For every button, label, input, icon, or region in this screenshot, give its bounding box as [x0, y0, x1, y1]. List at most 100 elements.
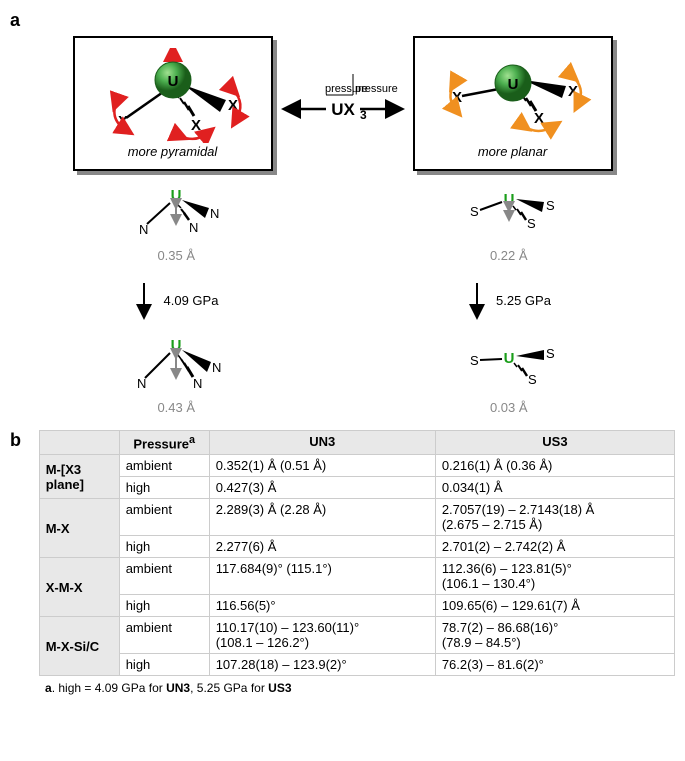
right-caption: more planar [478, 144, 547, 159]
left-diagram-box: X X X U more pyramidal [73, 36, 273, 171]
small-molecule-row-1: U N N N 0.35 Å [10, 186, 675, 263]
table-row: high107.28(18) – 123.9(2)°76.2(3) – 81.6… [39, 654, 674, 676]
cell-pressure: ambient [119, 558, 209, 595]
row-group-label: X-M-X [39, 558, 119, 617]
svg-text:S: S [527, 216, 536, 231]
svg-text:U: U [167, 73, 178, 90]
table-row: X-M-Xambient117.684(9)° (115.1°)112.36(6… [39, 558, 674, 595]
table-row: high116.56(5)°109.65(6) – 129.61(7) Å [39, 595, 674, 617]
cell-un3: 0.427(3) Å [209, 477, 435, 499]
down-arrow-right [467, 278, 487, 323]
row-group-label: M-[X3 plane] [39, 455, 119, 499]
left-molecule-3d: X X X U [88, 48, 258, 143]
left-arrow-block: 4.09 GPa [76, 278, 276, 323]
footnote-bold1: UN3 [166, 681, 190, 695]
footnote-text1: . high = 4.09 GPa for [52, 681, 166, 695]
svg-text:3: 3 [360, 108, 367, 122]
right-molecule-3d: X X X U [428, 48, 598, 143]
cell-us3: 112.36(6) – 123.81(5)° (106.1 – 130.4°) [435, 558, 674, 595]
down-arrow-left [134, 278, 154, 323]
cell-us3: 78.7(2) – 86.68(16)° (78.9 – 84.5°) [435, 617, 674, 654]
table-row: M-Xambient2.289(3) Å (2.28 Å)2.7057(19) … [39, 499, 674, 536]
un3-top-svg: U N N N [111, 186, 241, 241]
left-pressure-value: 4.09 GPa [164, 293, 219, 308]
table-row: high2.277(6) Å2.701(2) – 2.742(2) Å [39, 536, 674, 558]
svg-text:X: X [191, 117, 201, 134]
svg-text:U: U [507, 76, 518, 93]
panel-a: a [10, 10, 675, 415]
us3-bottom-distance: 0.03 Å [409, 400, 609, 415]
un3-bottom-svg: U N N N [111, 338, 241, 393]
right-small-bottom: U S S S 0.03 Å [409, 338, 609, 415]
right-arrow-block: 5.25 GPa [409, 278, 609, 323]
col-header-pressure: Pressurea [119, 431, 209, 455]
cell-pressure: high [119, 595, 209, 617]
cell-pressure: ambient [119, 455, 209, 477]
footnote-bold2: US3 [268, 681, 291, 695]
svg-text:N: N [139, 222, 148, 237]
cell-un3: 2.277(6) Å [209, 536, 435, 558]
svg-text:S: S [470, 353, 479, 368]
svg-text:S: S [546, 198, 555, 213]
svg-text:U: U [171, 187, 182, 204]
cell-us3: 76.2(3) – 81.6(2)° [435, 654, 674, 676]
right-diagram-box: X X X U more planar [413, 36, 613, 171]
svg-text:X: X [534, 110, 544, 127]
pressure-label-right: pressure [355, 83, 398, 95]
table-row: M-X-Si/Cambient110.17(10) – 123.60(11)° … [39, 617, 674, 654]
diagram-row-boxes: X X X U more pyramidal pressure pressure… [10, 36, 675, 171]
cell-un3: 117.684(9)° (115.1°) [209, 558, 435, 595]
svg-text:U: U [171, 338, 182, 354]
col-header-us3: US3 [435, 431, 674, 455]
row-group-label: M-X [39, 499, 119, 558]
svg-text:N: N [189, 220, 198, 235]
svg-text:N: N [137, 376, 146, 391]
cell-un3: 107.28(18) – 123.9(2)° [209, 654, 435, 676]
svg-text:S: S [528, 372, 537, 387]
svg-text:N: N [210, 206, 219, 221]
us3-top-distance: 0.22 Å [409, 248, 609, 263]
table-row: high0.427(3) Å0.034(1) Å [39, 477, 674, 499]
svg-text:U: U [503, 350, 514, 367]
data-table: Pressurea UN3 US3 M-[X3 plane]ambient0.3… [39, 430, 675, 676]
cell-pressure: high [119, 477, 209, 499]
left-caption: more pyramidal [128, 144, 218, 159]
panel-b: b Pressurea UN3 US3 M-[X3 plane]ambient0… [10, 430, 675, 695]
cell-us3: 0.216(1) Å (0.36 Å) [435, 455, 674, 477]
center-arrows: pressure pressure UX 3 [278, 64, 408, 144]
footnote: a. high = 4.09 GPa for UN3, 5.25 GPa for… [10, 681, 675, 695]
cell-un3: 2.289(3) Å (2.28 Å) [209, 499, 435, 536]
small-molecule-row-2: U N N N 0.43 Å U S [10, 338, 675, 415]
svg-text:N: N [193, 376, 202, 391]
un3-bottom-distance: 0.43 Å [76, 400, 276, 415]
footnote-label: a [45, 681, 52, 695]
cell-us3: 2.701(2) – 2.742(2) Å [435, 536, 674, 558]
svg-text:X: X [568, 83, 578, 100]
svg-text:S: S [470, 204, 479, 219]
cell-un3: 110.17(10) – 123.60(11)° (108.1 – 126.2°… [209, 617, 435, 654]
arrow-row: 4.09 GPa 5.25 GPa [10, 278, 675, 323]
cell-pressure: ambient [119, 617, 209, 654]
panel-a-label: a [10, 10, 675, 31]
svg-text:N: N [212, 360, 221, 375]
un3-top-distance: 0.35 Å [76, 248, 276, 263]
header-row: Pressurea UN3 US3 [39, 431, 674, 455]
cell-us3: 0.034(1) Å [435, 477, 674, 499]
left-small-top: U N N N 0.35 Å [76, 186, 276, 263]
col-header-label [39, 431, 119, 455]
us3-top-svg: U S S S [444, 186, 574, 241]
cell-us3: 109.65(6) – 129.61(7) Å [435, 595, 674, 617]
svg-text:UX: UX [331, 100, 355, 119]
table-row: M-[X3 plane]ambient0.352(1) Å (0.51 Å)0.… [39, 455, 674, 477]
right-small-top: U S S S 0.22 Å [409, 186, 609, 263]
left-small-bottom: U N N N 0.43 Å [76, 338, 276, 415]
col-header-un3: UN3 [209, 431, 435, 455]
right-pressure-value: 5.25 GPa [496, 293, 551, 308]
svg-text:U: U [503, 191, 514, 208]
footnote-text2: , 5.25 GPa for [190, 681, 268, 695]
cell-pressure: high [119, 654, 209, 676]
svg-text:S: S [546, 346, 555, 361]
svg-text:X: X [228, 97, 238, 114]
us3-bottom-svg: U S S S [444, 338, 574, 393]
row-group-label: M-X-Si/C [39, 617, 119, 676]
